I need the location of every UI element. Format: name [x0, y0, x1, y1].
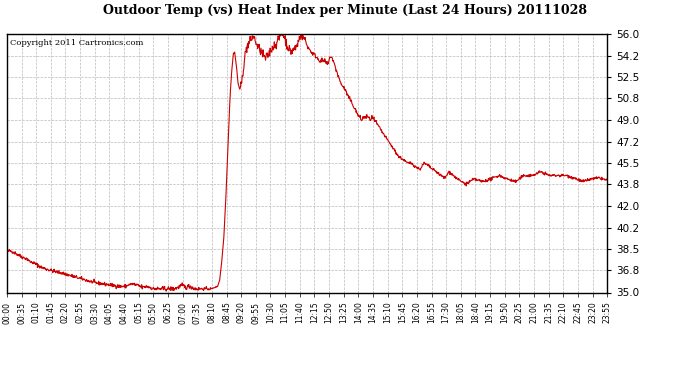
- Text: Copyright 2011 Cartronics.com: Copyright 2011 Cartronics.com: [10, 39, 144, 47]
- Text: Outdoor Temp (vs) Heat Index per Minute (Last 24 Hours) 20111028: Outdoor Temp (vs) Heat Index per Minute …: [103, 4, 587, 17]
